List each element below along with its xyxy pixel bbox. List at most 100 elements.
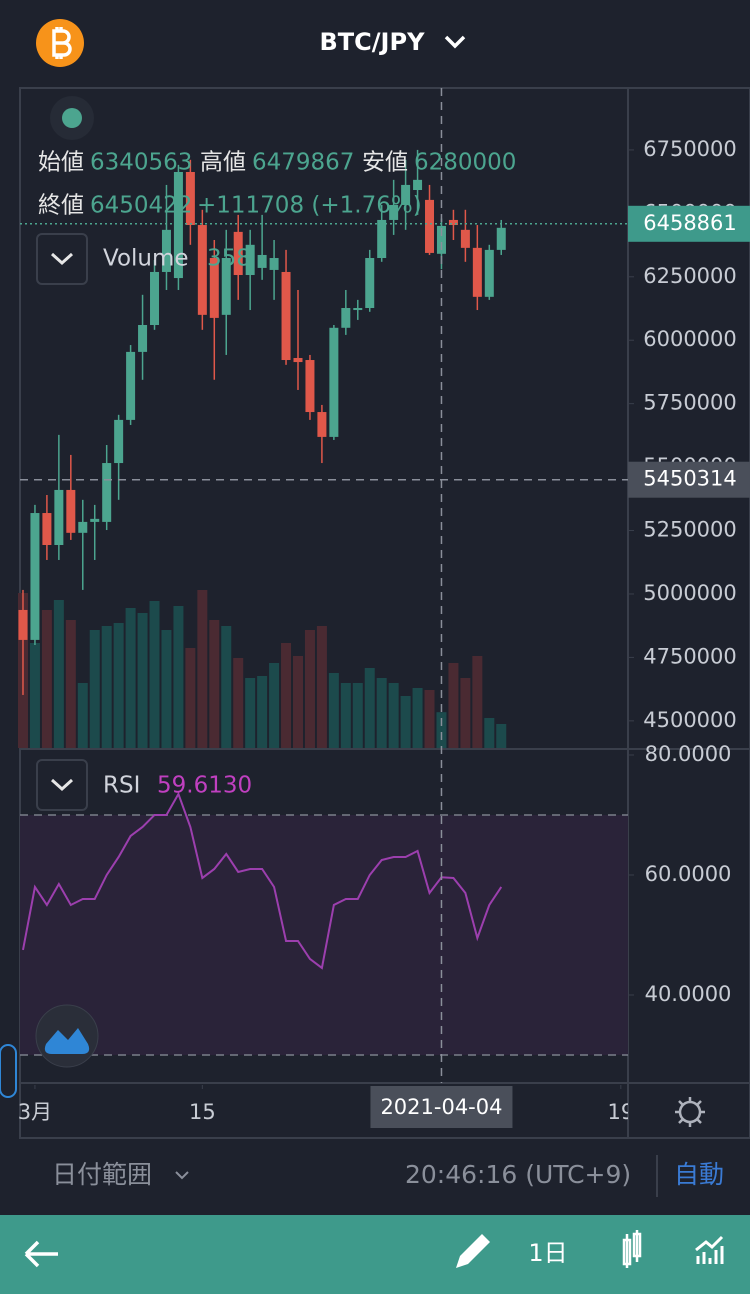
chart-type-button[interactable]: [622, 1230, 642, 1268]
candle-body: [484, 249, 494, 297]
volume-bar: [257, 676, 268, 748]
candle-body: [138, 325, 148, 352]
candle-body: [329, 327, 339, 437]
volume-toggle[interactable]: [36, 233, 88, 285]
candle-body: [413, 179, 423, 191]
indicator-button[interactable]: [695, 1235, 724, 1264]
range-button[interactable]: 日付範囲: [52, 1160, 152, 1189]
rsi-legend: RSI: [103, 773, 140, 799]
candle-body: [377, 219, 387, 259]
volume-bar: [364, 668, 375, 748]
candle-body: [42, 513, 52, 546]
pair-title[interactable]: BTC/JPY: [320, 28, 426, 56]
candle-body: [365, 258, 375, 308]
volume-bar: [269, 663, 280, 748]
logo-button[interactable]: [35, 1004, 99, 1068]
y-tick-label: 6250000: [643, 264, 737, 288]
candle-body: [317, 412, 327, 437]
volume-bar: [472, 656, 483, 748]
volume-bar: [77, 683, 88, 748]
volume-bar: [161, 630, 172, 748]
candle-body: [425, 199, 435, 253]
volume-bar: [101, 626, 112, 748]
volume-value: 358: [207, 246, 251, 272]
volume-bar: [281, 643, 292, 748]
candle-body: [66, 489, 76, 533]
last-price-tag: [628, 205, 750, 242]
candle-body: [221, 258, 231, 315]
draw-button[interactable]: [456, 1234, 490, 1268]
auto-button[interactable]: 自動: [674, 1160, 724, 1189]
rsi-chevron[interactable]: [50, 778, 74, 792]
low-value: 6280000: [414, 150, 516, 176]
y-tick-label: 4500000: [643, 708, 737, 732]
candle-body: [185, 171, 195, 226]
volume-bar: [448, 663, 459, 748]
range-chevron[interactable]: [175, 1171, 189, 1180]
interval-button[interactable]: 1日: [528, 1239, 567, 1267]
high-value: 6479867: [252, 150, 354, 176]
rsi-line: [22, 791, 503, 970]
candle-body: [173, 171, 183, 279]
volume-bar: [65, 620, 76, 748]
y-tick-label: 6750000: [643, 137, 737, 161]
volume-bar: [113, 623, 124, 748]
x-tick-label: 3月: [18, 1100, 52, 1124]
last-price-label: 6458861: [643, 211, 737, 235]
candle-body: [233, 231, 243, 276]
y2-tick-label: 40.0000: [645, 982, 732, 1006]
y-tick-label: 5000000: [643, 581, 737, 605]
status-dot: [62, 108, 82, 128]
logo-icon: [44, 1028, 90, 1054]
candle-body: [460, 229, 470, 248]
volume-bar: [89, 630, 100, 748]
clock: 20:46:16 (UTC+9): [405, 1160, 631, 1189]
volume-bar: [233, 658, 244, 748]
y2-tick-label: 60.0000: [645, 862, 732, 886]
volume-legend: Volume: [103, 246, 189, 272]
volume-bar: [424, 690, 435, 748]
crosshair-date-label: 2021-04-04: [380, 1095, 502, 1119]
close-label: 終値: [38, 193, 84, 219]
x-tick-label: 15: [189, 1100, 216, 1124]
volume-bar: [185, 648, 196, 748]
volume-bar: [496, 724, 507, 748]
back-button[interactable]: [24, 1240, 58, 1268]
x-tick-label: 19: [607, 1100, 634, 1124]
candle-body: [78, 521, 88, 533]
candle-body: [436, 225, 446, 254]
open-label: 始値: [38, 150, 84, 176]
volume-bar: [125, 608, 136, 748]
volume-bar: [197, 590, 208, 748]
volume-bar: [209, 620, 220, 748]
rsi-toggle[interactable]: [36, 759, 88, 811]
y-tick-label: 5250000: [643, 518, 737, 542]
y-tick-label: 6000000: [643, 327, 737, 351]
side-handle[interactable]: [0, 1044, 17, 1098]
candle-body: [341, 308, 351, 328]
candle-body: [126, 351, 136, 420]
volume-bar: [328, 673, 339, 748]
close-value: 6450422: [90, 193, 192, 219]
candle-body: [30, 513, 40, 640]
high-label: 高値: [200, 150, 246, 176]
volume-bar: [149, 601, 160, 748]
volume-chevron[interactable]: [50, 252, 74, 266]
volume-bar: [29, 643, 40, 748]
low-label: 安値: [362, 150, 408, 176]
volume-bar: [400, 696, 411, 748]
volume-bar: [173, 606, 184, 748]
x-axis: 3月 15 19: [18, 1085, 634, 1124]
candle-body: [353, 308, 363, 311]
candle-body: [305, 360, 315, 413]
rsi-value: 59.6130: [157, 773, 252, 799]
pair-chevron[interactable]: [444, 35, 466, 49]
volume-bar: [316, 626, 327, 748]
candle-body: [102, 463, 112, 522]
y-tick-label: 5750000: [643, 391, 737, 415]
settings-teeth: [675, 1097, 705, 1127]
y-tick-label: 4750000: [643, 644, 737, 668]
coin-glyph: [52, 27, 72, 59]
